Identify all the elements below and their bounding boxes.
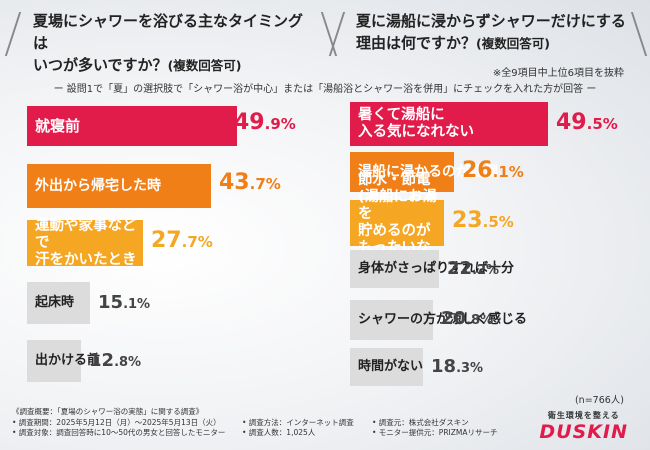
value-int: 12 xyxy=(89,350,115,371)
right-chart-note: ※全9項目中上位6項目を抜粋 xyxy=(492,68,624,79)
value-dec: .7% xyxy=(181,233,213,251)
left-value-before-going-out: 12.8% xyxy=(89,350,141,371)
value-dec: .8% xyxy=(466,313,494,328)
left-title-line2: いつが多いですか？ xyxy=(33,56,168,74)
right-value-shower-cooler: 20.8% xyxy=(441,308,493,329)
survey-period: • 調査期間：2025年5月12日（月）〜2025年5月13日（火） xyxy=(12,417,221,427)
right-bar-save-resources: 節水・節電(湯船にお湯を 貯めるのがもったいないなど) xyxy=(350,172,444,273)
sample-size-note: (n=766人) xyxy=(574,395,624,406)
logo-tagline: 衛生環境を整える xyxy=(547,411,620,420)
right-bar-refreshed-enough: 身体がさっぱりすれば十分 xyxy=(350,250,514,288)
left-bar-label: 就寝前 xyxy=(35,117,81,135)
right-question-title: 夏に湯船に浸からずシャワーだけにする 理由は何ですか？(複数回答可) xyxy=(356,10,638,58)
survey-footer: 《調査概要：「夏場のシャワー浴の実態」に関する調査》 • 調査期間：2025年5… xyxy=(12,407,522,439)
value-int: 43 xyxy=(219,170,250,195)
right-value-save-resources: 23.5% xyxy=(452,208,514,233)
right-bar-label: 湯船に浸かるのが面倒 xyxy=(358,164,498,180)
left-value-return-home: 43.7% xyxy=(219,170,281,195)
value-int: 49 xyxy=(234,110,265,135)
right-bar-label: シャワーの方が涼しく感じる xyxy=(358,312,528,327)
value-int: 23 xyxy=(452,208,483,233)
value-int: 20 xyxy=(441,308,467,329)
survey-organizer: • 調査元：株式会社ダスキン xyxy=(372,417,469,427)
right-bar-shower-cooler: シャワーの方が涼しく感じる xyxy=(350,300,527,340)
value-dec: .1% xyxy=(123,297,151,312)
right-bar-label: 身体がさっぱりすれば十分 xyxy=(358,261,515,276)
left-title-bracket-open xyxy=(4,12,34,56)
left-bar-wake-up: 起床時 xyxy=(27,282,90,324)
duskin-logo: 衛生環境を整える DUSKIN xyxy=(539,410,628,443)
left-bar-label: 起床時 xyxy=(35,295,75,310)
left-question-title: 夏場にシャワーを浴びる主なタイミングは いつが多いですか？(複数回答可) xyxy=(33,10,308,74)
survey-method: • 調査方法：インターネット調査 xyxy=(242,417,354,427)
value-dec: .9% xyxy=(264,115,296,133)
right-bar-label: 暑くて湯船に 入る気になれない xyxy=(358,107,474,141)
value-dec: .7% xyxy=(249,175,281,193)
label-line1: 運動や家事などで xyxy=(35,217,137,251)
right-title-line1: 夏に湯船に浸からずシャワーだけにする xyxy=(356,12,626,30)
label-line1: 暑くて湯船に xyxy=(358,107,445,123)
value-int: 18 xyxy=(431,356,457,377)
left-value-bedtime: 49.9% xyxy=(234,110,296,135)
right-bar-troublesome: 湯船に浸かるのが面倒 xyxy=(350,152,498,192)
right-title-line2: 理由は何ですか？ xyxy=(356,34,477,52)
left-bar-label: 外出から帰宅した時 xyxy=(35,178,161,194)
logo-name: DUSKIN xyxy=(539,421,628,443)
right-value-troublesome: 26.1% xyxy=(462,158,524,183)
left-bar-label: 運動や家事などで 汗をかいたとき xyxy=(35,218,143,269)
right-value-refreshed-enough: 22.2% xyxy=(447,258,499,279)
right-title-sub: (複数回答可) xyxy=(476,36,550,51)
value-int: 15 xyxy=(98,292,124,313)
left-bar-bedtime: 就寝前 xyxy=(27,106,237,146)
survey-count: • 調査人数：1,025人 xyxy=(242,428,316,437)
left-bar-before-going-out: 出かける前 xyxy=(27,340,100,382)
survey-target: • 調査対象：調査回答時に10〜50代の男女と回答したモニター xyxy=(12,428,226,437)
left-value-wake-up: 15.1% xyxy=(98,292,150,313)
label-line1-paren: (湯船にお湯を xyxy=(358,189,438,222)
value-dec: .5% xyxy=(482,213,514,231)
right-value-no-time: 18.3% xyxy=(431,356,483,377)
left-title-line1: 夏場にシャワーを浴びる主なタイミングは xyxy=(33,12,304,52)
value-int: 22 xyxy=(447,258,473,279)
label-line2: 汗をかいたとき xyxy=(35,251,137,268)
condition-note: ー 設問1で「夏」の選択肢で「シャワー浴が中心」または「湯船浴とシャワー浴を併用… xyxy=(53,84,597,95)
value-dec: .8% xyxy=(114,355,142,370)
value-dec: .2% xyxy=(472,263,500,278)
left-bar-exercise-sweat: 運動や家事などで 汗をかいたとき xyxy=(27,218,143,269)
right-bar-too-hot: 暑くて湯船に 入る気になれない xyxy=(350,102,548,146)
value-dec: .3% xyxy=(456,361,484,376)
value-int: 26 xyxy=(462,158,493,183)
right-bar-label: 時間がない xyxy=(358,359,424,374)
value-int: 27 xyxy=(151,228,182,253)
survey-provider: • モニター提供元：PRIZMAリサーチ xyxy=(372,428,498,437)
label-line1: 節水・節電 xyxy=(358,172,431,188)
right-value-too-hot: 49.5% xyxy=(556,110,618,135)
value-dec: .1% xyxy=(492,163,524,181)
left-title-sub: (複数回答可) xyxy=(167,58,242,73)
left-bar-return-home: 外出から帰宅した時 xyxy=(27,164,211,208)
label-line2: 入る気になれない xyxy=(358,124,474,140)
left-value-exercise-sweat: 27.7% xyxy=(151,228,213,253)
right-title-bracket-open xyxy=(328,12,358,56)
survey-summary: 《調査概要：「夏場のシャワー浴の実態」に関する調査》 xyxy=(12,407,204,416)
value-dec: .5% xyxy=(586,115,618,133)
left-bar-label: 出かける前 xyxy=(35,353,101,368)
right-bar-no-time: 時間がない xyxy=(350,348,423,386)
value-int: 49 xyxy=(556,110,587,135)
